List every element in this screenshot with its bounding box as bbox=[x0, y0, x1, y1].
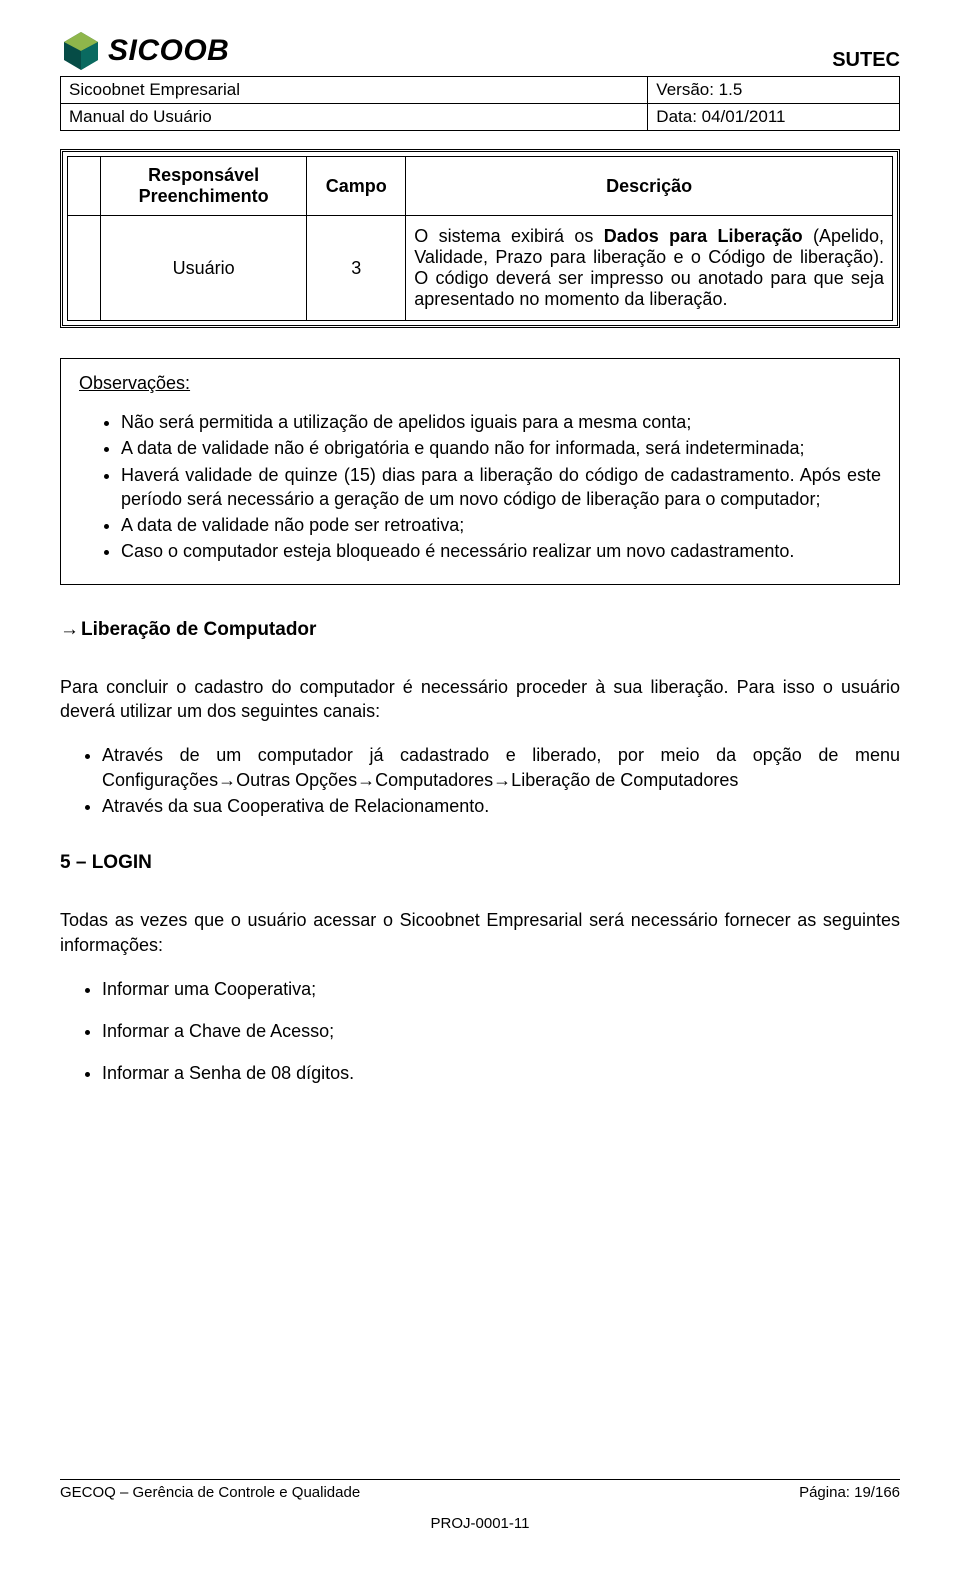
form-table: Responsável Preenchimento Campo Descriçã… bbox=[67, 156, 893, 321]
section-login-heading: 5 – LOGIN bbox=[60, 852, 900, 874]
meta-manual: Manual do Usuário bbox=[61, 104, 648, 131]
page-footer: GECOQ – Gerência de Controle e Qualidade… bbox=[60, 1479, 900, 1532]
header-spacer bbox=[68, 157, 101, 216]
login-intro: Todas as vezes que o usuário acessar o S… bbox=[60, 908, 900, 957]
list-item: Através de um computador já cadastrado e… bbox=[102, 743, 900, 792]
liberacao-intro: Para concluir o cadastro do computador é… bbox=[60, 675, 900, 724]
table-header-row: Responsável Preenchimento Campo Descriçã… bbox=[68, 157, 893, 216]
arrow-icon: → bbox=[60, 619, 79, 640]
sutec-label: SUTEC bbox=[832, 49, 900, 72]
observacoes-list: Não será permitida a utilização de apeli… bbox=[79, 410, 881, 564]
logo-text: SICOOB bbox=[108, 34, 229, 68]
footer-divider bbox=[60, 1479, 900, 1480]
header-campo: Campo bbox=[307, 157, 406, 216]
descricao-text: O sistema exibirá os Dados para Liberaçã… bbox=[414, 226, 884, 309]
observacoes-title: Observações: bbox=[79, 373, 881, 394]
liberacao-list: Através de um computador já cadastrado e… bbox=[60, 743, 900, 818]
list-item: Informar uma Cooperativa; bbox=[102, 977, 900, 1001]
list-item: Através da sua Cooperativa de Relacionam… bbox=[102, 794, 900, 818]
list-item: A data de validade não pode ser retroati… bbox=[121, 513, 881, 537]
section-liberacao-title: Liberação de Computador bbox=[81, 619, 316, 640]
table-row: Manual do Usuário Data: 04/01/2011 bbox=[61, 104, 900, 131]
list-item: A data de validade não é obrigatória e q… bbox=[121, 436, 881, 460]
footer-row: GECOQ – Gerência de Controle e Qualidade… bbox=[60, 1484, 900, 1501]
list-item: Não será permitida a utilização de apeli… bbox=[121, 410, 881, 434]
footer-proj: PROJ-0001-11 bbox=[60, 1515, 900, 1532]
cell-descricao: O sistema exibirá os Dados para Liberaçã… bbox=[406, 216, 893, 321]
footer-left: GECOQ – Gerência de Controle e Qualidade bbox=[60, 1484, 360, 1501]
table-row: Usuário 3 O sistema exibirá os Dados par… bbox=[68, 216, 893, 321]
table-row: Sicoobnet Empresarial Versão: 1.5 bbox=[61, 77, 900, 104]
list-item: Haverá validade de quinze (15) dias para… bbox=[121, 463, 881, 512]
footer-right: Página: 19/166 bbox=[799, 1484, 900, 1501]
list-item: Caso o computador esteja bloqueado é nec… bbox=[121, 539, 881, 563]
sicoob-logo-icon bbox=[60, 30, 102, 72]
meta-version: Versão: 1.5 bbox=[648, 77, 900, 104]
doc-meta-table: Sicoobnet Empresarial Versão: 1.5 Manual… bbox=[60, 76, 900, 131]
header-responsavel: Responsável Preenchimento bbox=[101, 157, 307, 216]
section-liberacao-heading: →Liberação de Computador bbox=[60, 619, 900, 641]
list-item: Informar a Chave de Acesso; bbox=[102, 1019, 900, 1043]
cell-spacer bbox=[68, 216, 101, 321]
cell-responsavel: Usuário bbox=[101, 216, 307, 321]
page-header: SICOOB SUTEC bbox=[60, 30, 900, 72]
login-list: Informar uma Cooperativa; Informar a Cha… bbox=[60, 977, 900, 1086]
cell-campo: 3 bbox=[307, 216, 406, 321]
form-table-outer: Responsável Preenchimento Campo Descriçã… bbox=[60, 149, 900, 328]
meta-product: Sicoobnet Empresarial bbox=[61, 77, 648, 104]
list-item: Informar a Senha de 08 dígitos. bbox=[102, 1061, 900, 1085]
observacoes-box: Observações: Não será permitida a utiliz… bbox=[60, 358, 900, 585]
meta-date: Data: 04/01/2011 bbox=[648, 104, 900, 131]
logo: SICOOB bbox=[60, 30, 229, 72]
header-descricao: Descrição bbox=[406, 157, 893, 216]
